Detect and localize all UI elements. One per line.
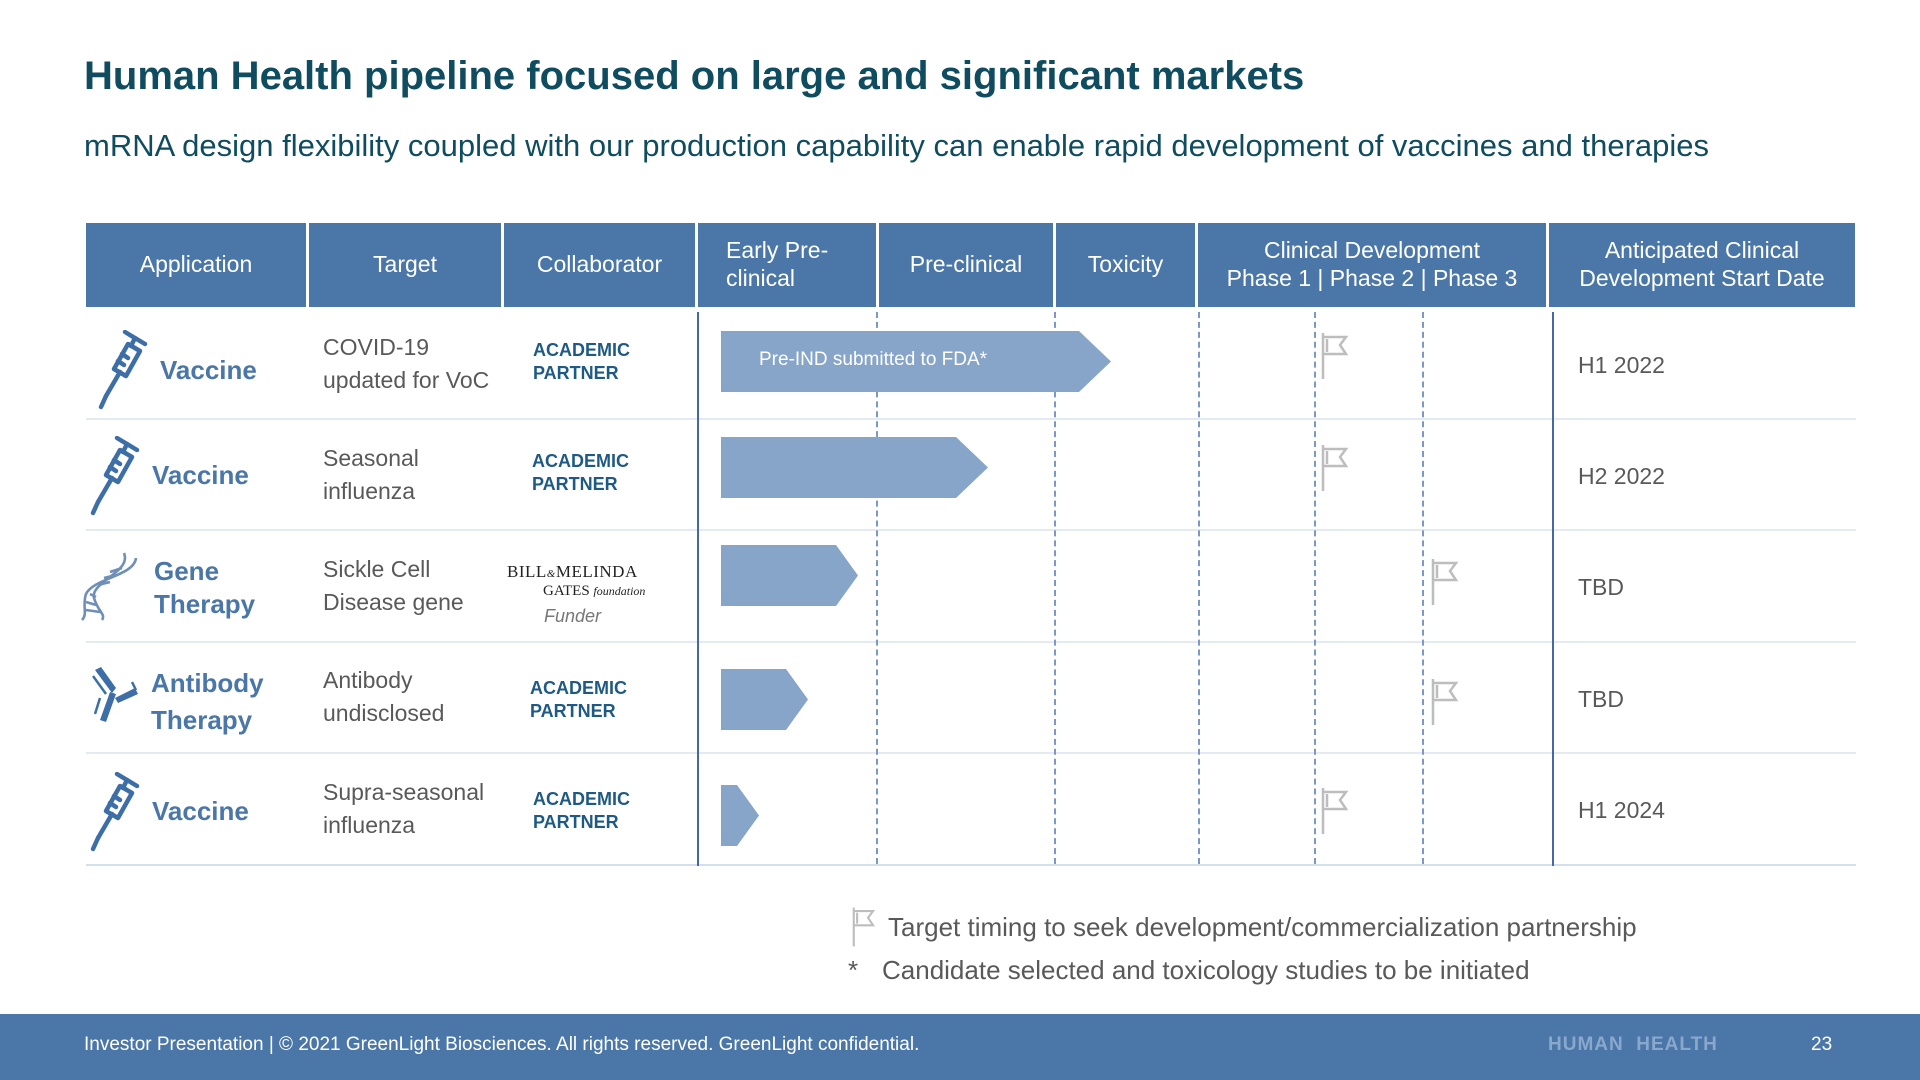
legend-asterisk: *: [848, 955, 859, 985]
stage-start-line: [697, 312, 699, 866]
row-divider: [86, 752, 1856, 754]
application-label: Antibody Therapy: [151, 665, 264, 739]
target-line1: Seasonal: [323, 445, 419, 471]
target-line2: influenza: [323, 477, 416, 504]
application-label: Vaccine: [152, 460, 249, 490]
application-line2: Therapy: [151, 704, 253, 735]
svg-text:GATES foundation: GATES foundation: [543, 583, 645, 597]
collaborator-academic-partner: ACADEMIC PARTNER: [532, 450, 629, 495]
collaborator-line2: PARTNER: [533, 811, 619, 832]
page-number: 23: [1811, 1034, 1833, 1055]
stage-divider-clinical: [1198, 312, 1200, 864]
collaborator-line2: PARTNER: [533, 362, 619, 383]
flag-icon: [1319, 331, 1349, 381]
target-text: Supra-seasonal influenza: [323, 776, 484, 841]
collaborator-line2: PARTNER: [530, 700, 616, 721]
header-toxicity: Toxicity: [1056, 223, 1195, 307]
progress-bar: [721, 669, 808, 730]
header-early-preclinical: Early Pre- clinical: [698, 223, 876, 307]
footer-section-label: HUMAN HEALTH: [1548, 1034, 1718, 1055]
header-anticipated-date: Anticipated Clinical Development Start D…: [1549, 223, 1855, 307]
header-preclinical: Pre-clinical: [879, 223, 1053, 307]
header-clinical-line2: Phase 1 | Phase 2 | Phase 3: [1226, 265, 1518, 291]
collaborator-line1: ACADEMIC: [532, 451, 629, 471]
syringe-icon: [90, 436, 140, 516]
slide-title: Human Health pipeline focused on large a…: [84, 54, 1305, 98]
target-text: Seasonal influenza: [323, 442, 419, 507]
flag-icon: [1429, 557, 1459, 607]
header-early-preclinical-line1: Early Pre-: [726, 237, 829, 264]
stage-divider-preclinical: [876, 312, 878, 864]
legend-flag-text: Target timing to seek development/commer…: [888, 911, 1637, 942]
start-date: H2 2022: [1578, 463, 1665, 489]
flag-icon: [848, 906, 878, 948]
funder-note: Funder: [544, 606, 602, 626]
target-line2: undisclosed: [323, 699, 445, 726]
progress-bar-label: Pre-IND submitted to FDA*: [759, 349, 988, 370]
application-label: Vaccine: [160, 355, 257, 385]
dna-icon: [80, 550, 138, 622]
header-application: Application: [86, 223, 306, 307]
target-line2: influenza: [323, 811, 416, 838]
legend-asterisk-text: Candidate selected and toxicology studie…: [882, 955, 1530, 985]
collaborator-academic-partner: ACADEMIC PARTNER: [533, 339, 630, 384]
footer-bar: Investor Presentation | © 2021 GreenLigh…: [0, 1014, 1920, 1080]
legend-flag-row: Target timing to seek development/commer…: [848, 906, 1637, 948]
application-line1: Gene: [154, 556, 220, 586]
legend-asterisk-row: * Candidate selected and toxicology stud…: [848, 955, 1530, 986]
header-target: Target: [309, 223, 501, 307]
stage-divider-phase3: [1422, 312, 1424, 864]
collaborator-line2: PARTNER: [532, 473, 618, 494]
syringe-icon: [90, 772, 140, 852]
start-date: TBD: [1578, 686, 1624, 712]
progress-bar: [721, 785, 759, 846]
progress-bar: Pre-IND submitted to FDA*: [721, 331, 1111, 392]
application-line1: Antibody: [151, 668, 264, 698]
progress-bar: [721, 437, 988, 498]
row-divider: [86, 418, 1856, 420]
application-label: Gene Therapy: [154, 555, 255, 620]
footer-copyright: Investor Presentation | © 2021 GreenLigh…: [84, 1034, 920, 1055]
start-date: TBD: [1578, 574, 1624, 600]
svg-text:BILL&MELINDA: BILL&MELINDA: [507, 562, 638, 581]
target-line1: Supra-seasonal: [323, 779, 485, 805]
flag-icon: [1429, 677, 1459, 727]
start-date: H1 2022: [1578, 352, 1665, 378]
application-label: Vaccine: [152, 796, 249, 826]
header-clinical-line1: Clinical Development: [1263, 237, 1481, 264]
collaborator-academic-partner: ACADEMIC PARTNER: [533, 788, 630, 833]
target-text: COVID-19 updated for VoC: [323, 331, 489, 396]
row-divider: [86, 641, 1856, 643]
flag-icon: [1319, 443, 1349, 493]
collaborator-academic-partner: ACADEMIC PARTNER: [530, 677, 627, 722]
start-date: H1 2024: [1578, 797, 1665, 823]
application-line2: Therapy: [154, 588, 256, 619]
collaborator-line1: ACADEMIC: [533, 340, 630, 360]
stage-divider-phase2: [1314, 312, 1316, 864]
target-text: Sickle Cell Disease gene: [323, 553, 464, 618]
stage-end-line: [1552, 312, 1554, 866]
syringe-icon: [98, 330, 148, 410]
progress-bar: [721, 545, 858, 606]
target-line2: updated for VoC: [323, 366, 490, 393]
table-bottom-border: [86, 864, 1856, 866]
antibody-icon: [92, 666, 138, 724]
header-collaborator: Collaborator: [504, 223, 695, 307]
collaborator-line1: ACADEMIC: [530, 678, 627, 698]
target-text: Antibody undisclosed: [323, 664, 444, 729]
gates-foundation-logo: BILL&MELINDA GATES foundation: [507, 562, 645, 597]
target-line2: Disease gene: [323, 588, 464, 615]
stage-divider-toxicity: [1054, 312, 1056, 864]
header-anticipated-line2: Development Start Date: [1579, 265, 1825, 291]
target-line1: Antibody: [323, 667, 413, 693]
slide-subtitle: mRNA design flexibility coupled with our…: [84, 128, 1710, 163]
row-divider: [86, 529, 1856, 531]
target-line1: Sickle Cell: [323, 556, 431, 582]
collaborator-line1: ACADEMIC: [533, 789, 630, 809]
header-early-preclinical-line2: clinical: [726, 265, 796, 291]
flag-icon: [1319, 786, 1349, 836]
header-anticipated-line1: Anticipated Clinical: [1604, 237, 1800, 264]
header-clinical-development: Clinical Development Phase 1 | Phase 2 |…: [1198, 223, 1546, 307]
target-line1: COVID-19: [323, 334, 430, 360]
